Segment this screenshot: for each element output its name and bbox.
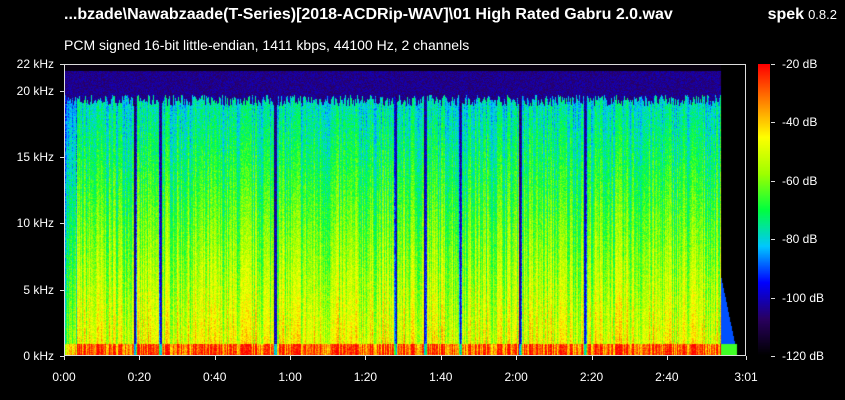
db-tick-label: -120 dB bbox=[782, 349, 825, 363]
frequency-tick bbox=[60, 356, 64, 357]
frequency-tick bbox=[60, 289, 64, 291]
time-tick bbox=[290, 356, 292, 360]
frequency-tick bbox=[60, 156, 64, 158]
frequency-tick bbox=[60, 223, 64, 225]
time-tick-label: 0:00 bbox=[52, 370, 76, 384]
frequency-tick-label: 20 kHz bbox=[16, 83, 54, 98]
db-tick-label: -80 dB bbox=[782, 232, 818, 247]
time-tick-label: 0:40 bbox=[203, 370, 227, 384]
time-tick bbox=[64, 356, 65, 360]
db-tick bbox=[771, 122, 775, 124]
db-tick bbox=[771, 239, 775, 241]
spectrogram-plot[interactable] bbox=[64, 64, 746, 356]
frequency-tick-label: 15 kHz bbox=[16, 149, 54, 164]
time-tick-label: 0:20 bbox=[127, 370, 152, 384]
frequency-tick-label: 5 kHz bbox=[23, 282, 54, 297]
time-tick-label: 1:40 bbox=[429, 370, 453, 384]
time-tick bbox=[746, 356, 747, 360]
frequency-tick bbox=[60, 64, 64, 65]
time-tick bbox=[440, 356, 442, 360]
frequency-tick-label: 22 kHz bbox=[16, 57, 54, 71]
time-tick bbox=[666, 356, 668, 360]
time-tick-label: 2:20 bbox=[579, 370, 604, 384]
time-tick bbox=[214, 356, 216, 360]
spectrogram-canvas bbox=[65, 65, 745, 355]
file-title: ...bzade\Nawabzaade(T-Series)[2018-ACDRi… bbox=[64, 6, 673, 23]
time-tick-label: 2:00 bbox=[504, 370, 528, 384]
time-tick-label: 1:00 bbox=[278, 370, 302, 384]
frequency-tick-label: 0 kHz bbox=[23, 349, 54, 363]
time-tick-label: 1:20 bbox=[353, 370, 378, 384]
time-tick bbox=[591, 356, 593, 360]
db-color-scale bbox=[758, 64, 770, 356]
db-tick bbox=[771, 356, 775, 357]
app-name: spek bbox=[767, 6, 805, 23]
db-tick bbox=[771, 297, 775, 299]
db-tick-label: -100 dB bbox=[782, 290, 825, 305]
app-name-label: spek 0.8.2 bbox=[768, 6, 837, 24]
time-tick bbox=[365, 356, 367, 360]
db-tick bbox=[771, 64, 775, 65]
time-tick bbox=[139, 356, 141, 360]
time-tick-label: 3:01 bbox=[734, 370, 758, 384]
db-tick-label: -60 dB bbox=[782, 173, 818, 188]
db-tick-label: -40 dB bbox=[782, 115, 818, 130]
db-tick-label: -20 dB bbox=[782, 57, 818, 71]
frequency-tick bbox=[60, 90, 64, 92]
frequency-tick-label: 10 kHz bbox=[16, 216, 54, 231]
stream-info: PCM signed 16-bit little-endian, 1411 kb… bbox=[64, 37, 470, 53]
time-tick bbox=[516, 356, 518, 360]
db-tick bbox=[771, 180, 775, 182]
app-version: 0.8.2 bbox=[808, 7, 837, 22]
time-tick-label: 2:40 bbox=[655, 370, 679, 384]
